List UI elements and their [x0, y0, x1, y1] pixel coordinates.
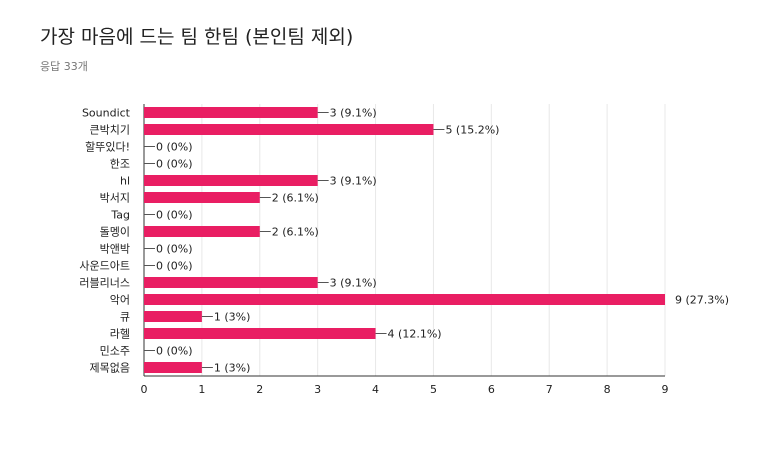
x-tick-label: 4: [372, 383, 379, 396]
bar: [144, 294, 665, 305]
x-tick-label: 7: [546, 383, 553, 396]
data-label: 1 (3%): [214, 311, 251, 324]
category-label: 박서지: [100, 192, 130, 205]
category-label: 민소주: [100, 345, 130, 358]
data-label: 0 (0%): [156, 345, 193, 358]
data-label: 2 (6.1%): [272, 192, 319, 205]
data-label: 3 (9.1%): [330, 277, 377, 290]
x-tick-label: 8: [604, 383, 611, 396]
x-tick-label: 2: [256, 383, 263, 396]
bar: [144, 192, 260, 203]
x-axis-ticks: 0 1 2 3 4 5 6 7 8 9: [141, 383, 669, 396]
category-label: 큐: [120, 311, 130, 324]
data-label: 2 (6.1%): [272, 226, 319, 239]
category-label: 박앤박: [100, 243, 130, 256]
category-label: Tag: [110, 209, 130, 222]
data-label: 4 (12.1%): [388, 328, 442, 341]
category-label: 악어: [110, 294, 130, 307]
data-label: 9 (27.3%): [675, 294, 729, 307]
chart-title: 가장 마음에 드는 팀 한팀 (본인팀 제외): [40, 26, 354, 48]
x-tick-label: 5: [430, 383, 437, 396]
x-tick-label: 0: [141, 383, 148, 396]
bar: [144, 124, 434, 135]
bar: [144, 277, 318, 288]
x-tick-label: 1: [198, 383, 205, 396]
bar: [144, 311, 202, 322]
category-label: 라헬: [110, 328, 130, 341]
bar: [144, 328, 376, 339]
x-tick-label: 3: [314, 383, 321, 396]
data-label: 0 (0%): [156, 141, 193, 154]
data-label: 3 (9.1%): [330, 175, 377, 188]
bar: [144, 362, 202, 373]
bar: [144, 107, 318, 118]
category-label: 제목없음: [90, 362, 130, 375]
data-label: 0 (0%): [156, 243, 193, 256]
data-label: 0 (0%): [156, 260, 193, 273]
category-label: 할뚜있다!: [85, 141, 130, 154]
category-label: 돌멩이: [100, 226, 130, 239]
data-labels: 3 (9.1%) 5 (15.2%) 0 (0%) 0 (0%) 3 (9.1%) 2 (…: [144, 107, 729, 375]
category-label: 한조: [110, 158, 130, 171]
category-label: hl: [120, 175, 130, 188]
category-label: 러블리너스: [79, 277, 130, 290]
category-label: Soundict: [82, 107, 131, 120]
data-label: 0 (0%): [156, 209, 193, 222]
x-tick-label: 9: [662, 383, 669, 396]
data-label: 1 (3%): [214, 362, 251, 375]
bar: [144, 226, 260, 237]
bar: [144, 175, 318, 186]
response-count: 응답 33개: [40, 60, 88, 73]
data-label: 3 (9.1%): [330, 107, 377, 120]
bars: [144, 107, 665, 373]
x-tick-label: 6: [488, 383, 495, 396]
category-label: 사운드아트: [79, 260, 130, 273]
data-label: 0 (0%): [156, 158, 193, 171]
category-label: 큰박치기: [90, 124, 130, 137]
data-label: 5 (15.2%): [445, 124, 499, 137]
